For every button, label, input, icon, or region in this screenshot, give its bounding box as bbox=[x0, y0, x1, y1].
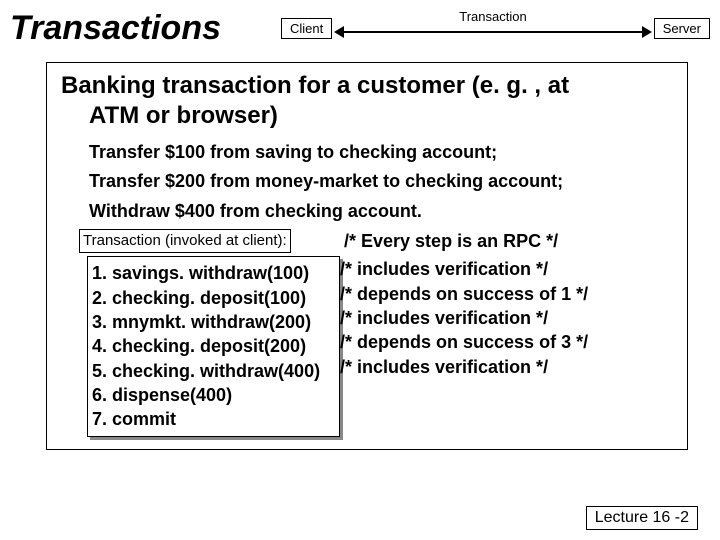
step-code: 3. mnymkt. withdraw(200) bbox=[92, 310, 337, 334]
steps-area: Transaction (invoked at client): /* Ever… bbox=[79, 229, 673, 436]
step-comment: /* includes verification */ bbox=[340, 355, 588, 379]
transaction-arrow: Transaction bbox=[334, 13, 651, 43]
step-code: 5. checking. withdraw(400) bbox=[92, 359, 337, 383]
arrow-label: Transaction bbox=[334, 9, 651, 24]
arrow-head-right-icon bbox=[642, 26, 652, 38]
step-code: 1. savings. withdraw(100) bbox=[92, 261, 337, 285]
arrow-line bbox=[340, 31, 645, 33]
description-line: Withdraw $400 from checking account. bbox=[89, 200, 673, 223]
step-code: 2. checking. deposit(100) bbox=[92, 286, 337, 310]
client-node: Client bbox=[281, 18, 332, 39]
step-comment: /* includes verification */ bbox=[340, 257, 588, 281]
content-box: Banking transaction for a customer (e. g… bbox=[46, 62, 688, 450]
code-box: 1. savings. withdraw(100) 2. checking. d… bbox=[87, 256, 340, 436]
comments-column: /* includes verification */ /* depends o… bbox=[340, 253, 588, 378]
step-comment: /* Every step is an RPC */ bbox=[344, 229, 673, 253]
client-server-diagram: Client Transaction Server bbox=[281, 8, 710, 48]
description-line: Transfer $200 from money-market to check… bbox=[89, 170, 673, 193]
step-comment: /* depends on success of 1 */ bbox=[340, 282, 588, 306]
lecture-footer: Lecture 16 -2 bbox=[586, 506, 698, 530]
step-code: 7. commit bbox=[92, 407, 337, 431]
invoked-label: Transaction (invoked at client): bbox=[79, 229, 291, 253]
step-comment: /* includes verification */ bbox=[340, 306, 588, 330]
step-comment: /* depends on success of 3 */ bbox=[340, 330, 588, 354]
page-title: Transactions bbox=[10, 9, 221, 48]
heading-line-2: ATM or browser) bbox=[61, 101, 278, 131]
heading-line-1: Banking transaction for a customer (e. g… bbox=[61, 72, 569, 99]
section-heading: Banking transaction for a customer (e. g… bbox=[61, 71, 673, 131]
step-code: 4. checking. deposit(200) bbox=[92, 334, 337, 358]
step-code: 6. dispense(400) bbox=[92, 383, 337, 407]
description-line: Transfer $100 from saving to checking ac… bbox=[89, 141, 673, 164]
server-node: Server bbox=[654, 18, 710, 39]
